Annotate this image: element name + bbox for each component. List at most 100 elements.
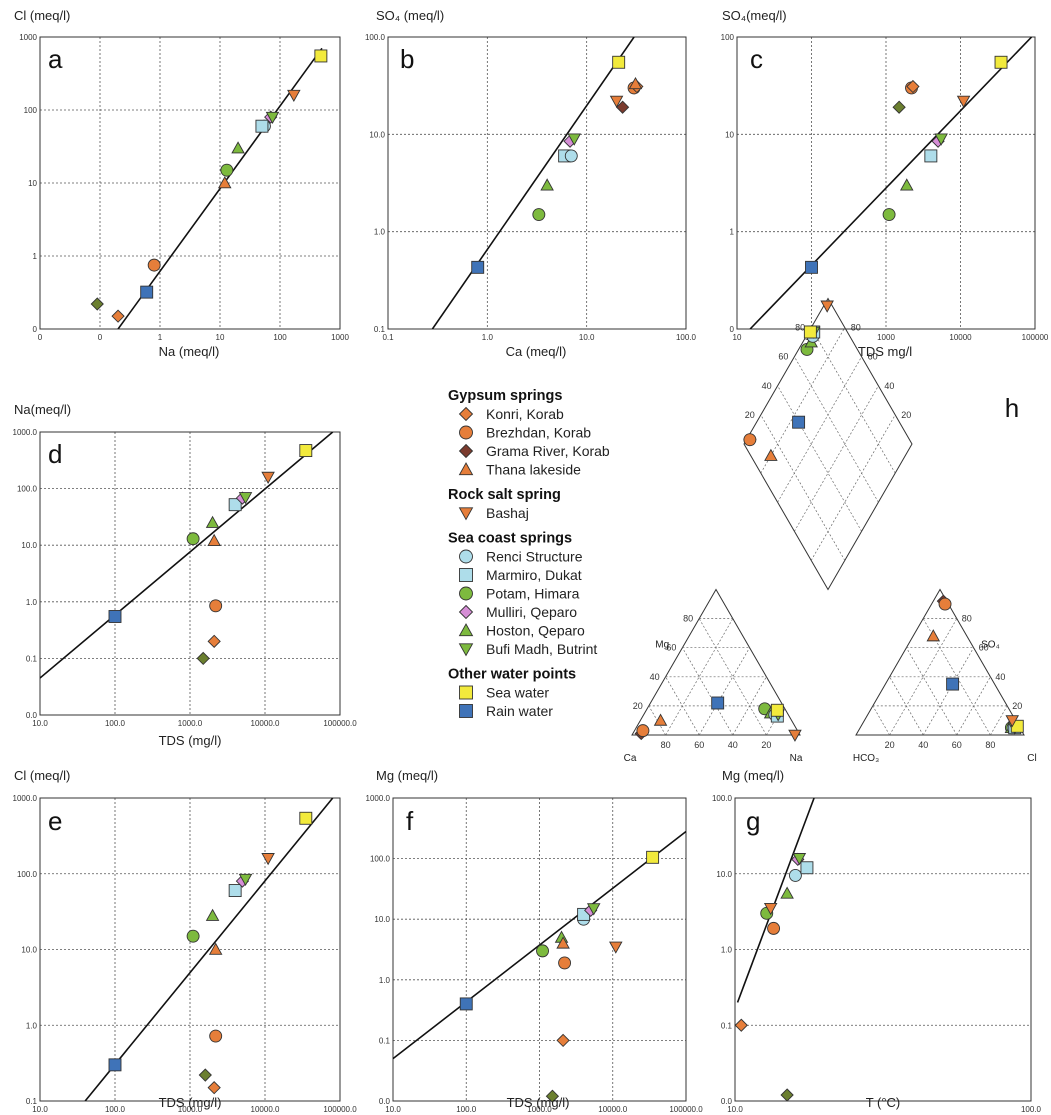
marker-hoston-qeparo [540,178,554,191]
legend-heading: Rock salt spring [448,487,561,503]
marker-unlabeled [892,100,906,114]
chart-panel-b: 0.1 1.0 10.0 100.0 0.1 1.0 10.0 100.0 SO₄ (meq/l… [365,8,697,359]
y-axis-title: Mg (meq/l) [722,768,784,783]
marker-konri-korab [207,1081,221,1095]
marker-rain-water [459,704,473,718]
marker-potam-himara [459,586,473,601]
marker-bashaj [609,941,623,954]
trend-line [40,432,334,679]
marker-thana-lakeside [217,176,232,189]
x-tick-label: 10 [733,333,742,342]
y-tick-label: 1 [33,252,38,261]
marker-sea-water [314,49,328,63]
marker-potam-himara [220,163,234,177]
y-axis-title: Cl (meq/l) [14,8,70,23]
marker-hoston-qeparo [205,515,220,528]
marker-thana-lakeside [653,713,668,726]
tri-gridline [872,705,890,736]
piper-tick: 60 [666,643,676,653]
y-tick-label: 0.0 [26,711,38,720]
y-tick-label: 100 [721,33,735,42]
piper-tick: 80 [962,614,972,624]
marker-bashaj [609,95,624,108]
y-tick-label: 0.0 [379,1097,391,1106]
trend-line [431,37,635,329]
marker-potam-himara [536,944,549,958]
x-tick-label: 10000.0 [598,1105,627,1114]
legend-item: Marmiro, Dukat [486,567,582,583]
marker-bashaj [287,89,301,103]
marker-marmiro-dukat [228,498,242,512]
marker-rain-water [805,260,818,274]
marker-hoston-qeparo [780,886,794,899]
y-tick-label: 0.1 [26,1097,38,1106]
tri-gridline [990,705,1008,736]
marker-bashaj [956,95,971,108]
x-tick-label: 100.0 [676,333,697,342]
marker-brezhdan-korab [558,956,572,970]
marker-bufi-madh-butrint [265,111,280,125]
diamond-gridline [760,327,846,474]
legend-item: Rain water [486,703,553,719]
marker-bufi-madh-butrint [458,643,474,657]
x-tick-label: 1 [158,333,163,342]
marker-unlabeled [545,1089,560,1103]
x-tick-label: 1000 [877,333,895,342]
marker-brezhdan-korab [147,258,161,272]
piper-tick: 20 [633,701,643,711]
x-tick-label: 0 [98,333,103,342]
y-tick-label: 0 [33,325,38,334]
x-tick-label: 10000.0 [251,719,280,728]
y-tick-label: 1000.0 [13,428,38,437]
piper-tick: 80 [683,614,693,624]
marker-rain-water [946,677,960,691]
marker-unlabeled [196,651,210,666]
piper-tick: 20 [901,410,911,420]
y-tick-label: 100.0 [370,855,391,864]
y-tick-label: 0.1 [379,1036,391,1045]
trend-line [393,830,686,1060]
diamond-gridline [777,385,862,532]
tri-gridline [665,676,700,736]
marker-marmiro-dukat [924,149,938,163]
marker-potam-himara [186,532,200,546]
piper-axis-ca: Ca [624,753,637,764]
y-tick-label: 1000.0 [366,794,391,803]
marker-sea-water [612,55,626,69]
marker-bufi-madh-butrint [586,903,601,916]
y-tick-label: 100.0 [712,794,733,803]
plot-frame [736,36,1036,330]
plot-frame [387,36,687,330]
y-tick-label: 10.0 [369,130,385,139]
plot-frame [734,797,1032,1102]
y-axis-title: SO₄ (meq/l) [376,8,444,23]
piper-axis-so4: SO₄ [981,640,1000,651]
legend-item: Bufi Madh, Butrint [486,641,597,657]
y-tick-label: 100 [24,106,38,115]
tri-gridline [665,618,734,736]
chart-panel-e: 10.0 100.0 1000.0 10000.0 100000.0 0.1 1.0 10.0… [13,768,358,1114]
marker-renci-structure [788,868,802,882]
trend-line [84,798,334,1101]
y-axis-title: Mg (meq/l) [376,768,438,783]
x-tick-label: 1000.0 [527,1105,552,1114]
diamond-gridline [794,356,879,503]
marker-sea-water [770,703,784,717]
trend-line [117,47,323,329]
panel-letter: e [48,806,62,836]
marker-konri-korab [111,309,125,323]
marker-bashaj [1005,715,1020,728]
piper-tick: 40 [650,672,660,682]
x-tick-label: 100000.0 [323,1105,357,1114]
marker-unlabeled [90,297,104,311]
piper-tick: 60 [868,352,878,362]
piper-tick: 40 [884,381,894,391]
y-tick-label: 0.0 [721,1097,733,1106]
marker-potam-himara [532,208,546,221]
x-tick-label: 1000 [331,333,349,342]
y-tick-label: 0 [730,325,735,334]
y-tick-label: 0.1 [26,654,38,663]
x-tick-label: 10000 [949,333,972,342]
